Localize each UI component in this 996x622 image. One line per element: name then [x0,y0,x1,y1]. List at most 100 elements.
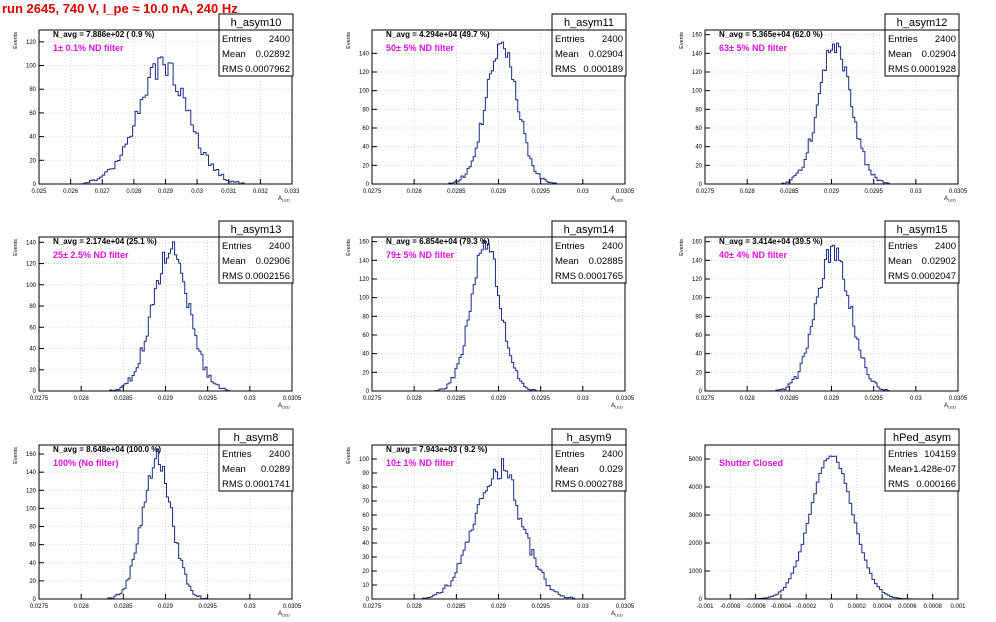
histogram-panel: 0.0275 0.028 0.0285 0.029 0.0295 0.03 0.0305 0 2… [679,220,968,410]
y-tick-label: 100 [26,506,37,512]
y-axis-label: Events [13,239,19,256]
y-axis-label: Events [346,239,352,256]
x-tick-label: 0.0275 [696,189,715,195]
x-tick-label: 0.028 [407,604,423,610]
y-tick-label: 140 [26,470,37,476]
y-axis-label: Events [13,447,19,464]
x-axis-label: ALED [278,403,290,410]
y-axis-label: Events [679,239,685,256]
y-tick-label: 60 [29,111,36,117]
y-tick-label: 80 [29,525,36,531]
histogram-line [372,458,625,600]
stats-value: 2400 [602,241,623,252]
y-tick-label: 0 [366,182,370,188]
stats-box [551,13,627,77]
y-tick-label: 80 [695,314,702,320]
filter-annotation: 100% (No filter) [53,458,119,468]
y-tick-label: 60 [29,325,36,331]
x-tick-label: 0.0305 [616,604,635,610]
y-tick-label: 1000 [689,569,703,575]
x-tick-label: 0.028 [74,604,90,610]
stats-value: 2400 [935,241,956,252]
y-tick-label: 0 [366,597,370,603]
x-tick-label: 0.0275 [363,604,382,610]
x-axis-label: ALED [278,196,290,203]
histogram-line [39,56,292,185]
stats-label: Mean [222,49,246,60]
y-tick-label: 60 [362,126,369,132]
y-tick-label: 120 [692,70,703,76]
histogram-panel: 0.0275 0.028 0.0285 0.029 0.0295 0.03 0.0305 0 2… [346,220,635,410]
y-tick-label: 120 [359,277,370,283]
filter-annotation: 40± 4% ND filter [719,250,787,260]
stats-box [218,428,294,492]
histogram-panel: 0.0275 0.028 0.0285 0.029 0.0295 0.03 0.0305 0 2… [679,13,968,203]
x-axis-label: ALED [611,196,623,203]
navg-label: N_avg = 5.365e+04 (62.0 %) [719,30,823,39]
navg-label: N_avg = 3.414e+04 (39.5 %) [719,237,823,246]
histogram-panel: -0.001 -0.0008 -0.0006 -0.0004 -0.0002 0 0.000… [689,428,966,610]
stats-label: RMS [222,479,243,490]
x-tick-label: 0.028 [740,189,756,195]
y-tick-label: 20 [29,368,36,374]
x-tick-label: 0 [830,604,834,610]
filter-annotation: 25± 2.5% ND filter [53,250,129,260]
y-tick-label: 90 [362,471,369,477]
stats-value: 0.02902 [922,256,956,267]
x-tick-label: 0.029 [824,396,840,402]
stats-title: h_asym14 [564,224,615,236]
stats-value: 0.0001765 [578,271,623,282]
stats-label: Entries [888,449,918,460]
x-tick-label: 0.0295 [531,189,550,195]
x-tick-label: 0.0004 [873,604,892,610]
y-tick-label: 20 [362,370,369,376]
y-tick-label: 120 [26,262,37,268]
x-tick-label: 0.028 [407,396,423,402]
stats-box [218,13,294,77]
x-tick-label: 0.03 [191,189,203,195]
x-tick-label: 0.0285 [447,396,466,402]
y-tick-label: 40 [29,135,36,141]
stats-box [884,13,960,77]
stats-value: -1.428e-07 [910,464,956,475]
y-axis-label: Events [13,32,19,49]
y-tick-label: 50 [362,527,369,533]
x-tick-label: 0.033 [284,189,300,195]
y-tick-label: 60 [695,333,702,339]
x-tick-label: 0.0275 [363,396,382,402]
y-tick-label: 80 [29,87,36,93]
histogram-panel: 0.0275 0.028 0.0285 0.029 0.0295 0.03 0.0305 0 2… [346,13,635,203]
stats-value: 2400 [269,241,290,252]
filter-annotation: 63± 5% ND filter [719,43,787,53]
navg-label: N_avg = 2.174e+04 (25.1 %) [53,237,157,246]
stats-value: 0.02885 [589,256,623,267]
y-tick-label: 100 [359,296,370,302]
y-tick-label: 80 [29,304,36,310]
stats-label: RMS [888,271,909,282]
stats-label: Mean [555,256,579,267]
stats-label: Entries [555,34,585,45]
y-tick-label: 20 [29,158,36,164]
stats-label: Mean [222,256,246,267]
x-tick-label: 0.0275 [30,604,49,610]
x-axis-label-subscript: LED [948,198,956,203]
x-tick-label: -0.0004 [771,604,792,610]
stats-label: Mean [555,464,579,475]
stats-box [884,220,960,284]
y-tick-label: 60 [695,126,702,132]
y-tick-label: 120 [692,277,703,283]
x-tick-label: 0.029 [158,396,174,402]
x-tick-label: 0.029 [491,604,507,610]
stats-value: 0.000166 [916,479,956,490]
stats-label: Mean [888,464,912,475]
y-tick-label: 160 [692,33,703,39]
x-axis-label-subscript: LED [948,405,956,410]
x-tick-label: 0.028 [126,189,142,195]
x-tick-label: 0.028 [740,396,756,402]
x-tick-label: 0.031 [221,189,237,195]
navg-label: N_avg = 7.886e+02 ( 0.9 %) [53,30,155,39]
x-tick-label: 0.0305 [616,189,635,195]
stats-value: 0.0002047 [911,271,956,282]
stats-title: h_asym11 [564,17,614,29]
